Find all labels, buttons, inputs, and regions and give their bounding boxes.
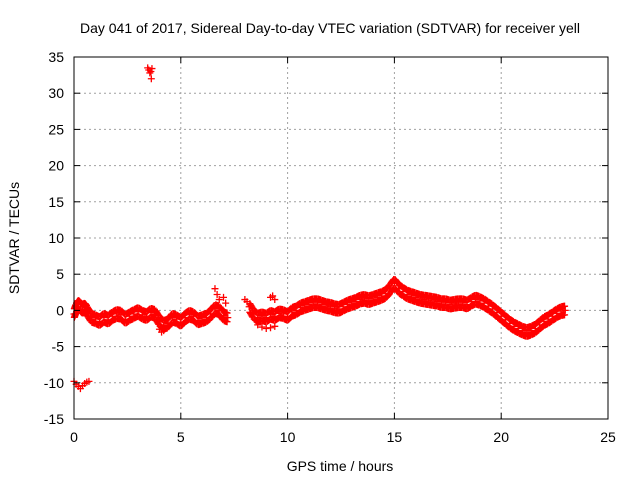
data-point (420, 296, 428, 304)
data-points (70, 64, 569, 393)
data-point (331, 304, 339, 312)
data-point (258, 323, 266, 331)
y-tick-label: -5 (52, 339, 65, 355)
data-point (416, 295, 424, 303)
data-point (450, 300, 458, 308)
y-tick-label: 30 (48, 85, 64, 101)
data-point (215, 296, 223, 304)
x-axis-label: GPS time / hours (287, 458, 394, 474)
x-tick-label: 15 (387, 429, 403, 445)
data-point (220, 293, 228, 301)
x-tick-label: 25 (600, 429, 616, 445)
grid-lines (74, 57, 608, 419)
data-point (557, 307, 565, 315)
data-point (85, 377, 93, 385)
data-point (243, 298, 251, 306)
data-point (262, 325, 270, 332)
data-point (561, 302, 569, 310)
data-point (356, 296, 364, 304)
y-tick-label: 0 (56, 302, 64, 318)
data-point (160, 327, 168, 335)
y-tick-label: 20 (48, 158, 64, 174)
y-axis-label: SDTVAR / TECUs (6, 182, 22, 294)
y-tick-label: 35 (48, 49, 64, 65)
x-tick-label: 0 (70, 429, 78, 445)
y-tick-label: 25 (48, 121, 64, 137)
data-point (213, 290, 221, 298)
data-point (446, 301, 454, 309)
data-point (224, 314, 232, 322)
data-point (429, 297, 437, 305)
data-point (271, 322, 279, 330)
data-point (269, 292, 277, 300)
data-point (322, 302, 330, 310)
data-point (211, 285, 219, 293)
data-point (113, 310, 121, 318)
data-point (147, 75, 155, 83)
data-point (223, 318, 231, 326)
data-point (561, 306, 569, 314)
y-tick-label: -10 (44, 375, 64, 391)
chart-title: Day 041 of 2017, Sidereal Day-to-day VTE… (80, 20, 580, 36)
x-tick-label: 20 (493, 429, 509, 445)
y-tick-label: -15 (44, 411, 64, 427)
y-tick-label: 5 (56, 266, 64, 282)
data-point (275, 309, 283, 317)
data-point (223, 309, 231, 317)
x-tick-label: 10 (280, 429, 296, 445)
y-tick-label: 15 (48, 194, 64, 210)
data-point (561, 311, 569, 319)
data-point (148, 65, 156, 73)
data-point (267, 324, 275, 332)
data-point (254, 321, 262, 329)
data-point (222, 299, 230, 307)
data-point (425, 296, 433, 304)
data-point (146, 69, 154, 77)
x-tick-label: 5 (177, 429, 185, 445)
data-point (271, 296, 279, 304)
y-tick-label: 10 (48, 230, 64, 246)
axis-ticks: 0 5 10 15 20 25 -15 -10 -5 0 5 10 15 20 25 30 35 (44, 49, 616, 445)
